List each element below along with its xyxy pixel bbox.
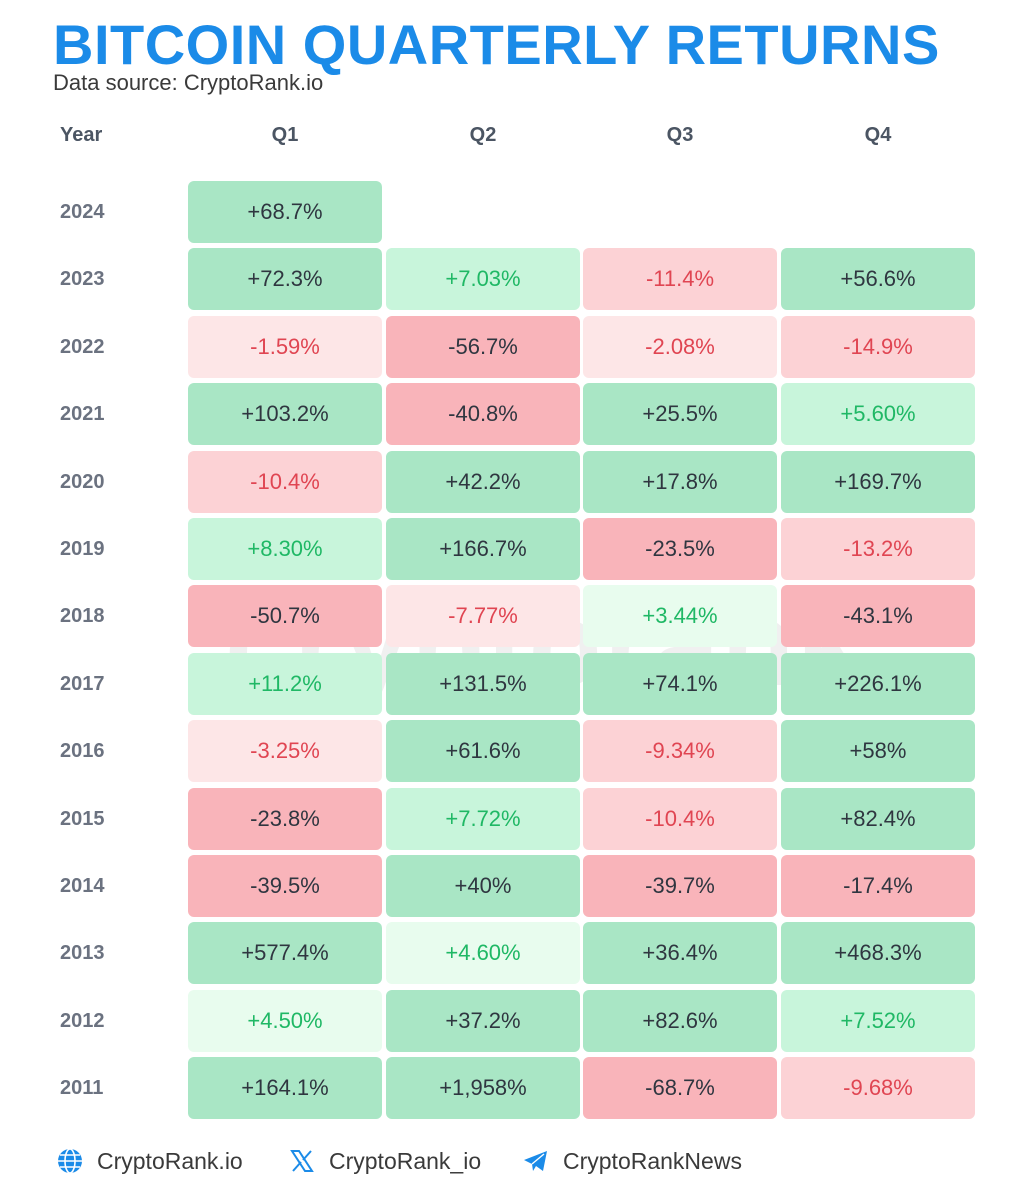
return-cell-q1: +577.4% — [188, 922, 382, 984]
year-label: 2024 — [60, 201, 105, 223]
year-label: 2023 — [60, 268, 105, 290]
year-label: 2011 — [60, 1077, 104, 1099]
return-cell-q3: +82.6% — [583, 990, 777, 1052]
return-cell-q1: +103.2% — [188, 383, 382, 445]
return-cell-q4: -17.4% — [781, 855, 975, 917]
return-cell-q3: -10.4% — [583, 788, 777, 850]
return-cell-q1: +72.3% — [188, 248, 382, 310]
footer-link-label: CryptoRankNews — [563, 1147, 742, 1174]
return-cell-q2: -56.7% — [386, 316, 580, 378]
return-cell-q1: -1.59% — [188, 316, 382, 378]
footer-link-telegram[interactable]: CryptoRankNews — [521, 1146, 742, 1176]
return-cell-q3: -39.7% — [583, 855, 777, 917]
return-cell-q2: +166.7% — [386, 518, 580, 580]
telegram-icon — [521, 1146, 551, 1176]
return-cell-q2: -7.77% — [386, 585, 580, 647]
return-cell-q4: -43.1% — [781, 585, 975, 647]
return-cell-q1: -39.5% — [188, 855, 382, 917]
return-cell-q1: +68.7% — [188, 181, 382, 243]
return-cell-q3: +74.1% — [583, 653, 777, 715]
return-cell-q3: -9.34% — [583, 720, 777, 782]
return-cell-q1: +4.50% — [188, 990, 382, 1052]
return-cell-q2: +7.03% — [386, 248, 580, 310]
column-header-q3: Q3 — [666, 124, 694, 146]
return-cell-q4: -14.9% — [781, 316, 975, 378]
column-header-q1: Q1 — [271, 124, 299, 146]
year-label: 2014 — [60, 875, 105, 897]
return-cell-q4: -13.2% — [781, 518, 975, 580]
return-cell-q2: +4.60% — [386, 922, 580, 984]
return-cell-q4: +58% — [781, 720, 975, 782]
year-label: 2018 — [60, 605, 105, 627]
return-cell-q1: +8.30% — [188, 518, 382, 580]
year-label: 2015 — [60, 808, 105, 830]
year-label: 2012 — [60, 1010, 105, 1032]
return-cell-q2: +37.2% — [386, 990, 580, 1052]
return-cell-q2: -40.8% — [386, 383, 580, 445]
return-cell-q4: +56.6% — [781, 248, 975, 310]
return-cell-q4: +226.1% — [781, 653, 975, 715]
return-cell-q1: -50.7% — [188, 585, 382, 647]
return-cell-q2: +40% — [386, 855, 580, 917]
return-cell-q4: +5.60% — [781, 383, 975, 445]
footer-link-website[interactable]: CryptoRank.io — [55, 1146, 243, 1176]
footer-link-x[interactable]: CryptoRank_io — [287, 1146, 481, 1176]
year-label: 2017 — [60, 673, 105, 695]
return-cell-q1: -3.25% — [188, 720, 382, 782]
return-cell-q3: +3.44% — [583, 585, 777, 647]
year-label: 2020 — [60, 471, 105, 493]
return-cell-q2: +7.72% — [386, 788, 580, 850]
column-header-year: Year — [60, 124, 103, 146]
return-cell-q3: +25.5% — [583, 383, 777, 445]
return-cell-q2: +131.5% — [386, 653, 580, 715]
return-cell-q3: -2.08% — [583, 316, 777, 378]
year-label: 2022 — [60, 336, 105, 358]
return-cell-q4: +82.4% — [781, 788, 975, 850]
return-cell-q4: +169.7% — [781, 451, 975, 513]
return-cell-q4: +7.52% — [781, 990, 975, 1052]
column-header-q2: Q2 — [469, 124, 497, 146]
column-header-q4: Q4 — [864, 124, 892, 146]
return-cell-q2: +61.6% — [386, 720, 580, 782]
return-cell-q3: -23.5% — [583, 518, 777, 580]
year-label: 2016 — [60, 740, 105, 762]
return-cell-q1: -23.8% — [188, 788, 382, 850]
year-label: 2021 — [60, 403, 105, 425]
return-cell-q3: +36.4% — [583, 922, 777, 984]
x-logo-icon — [287, 1146, 317, 1176]
footer-link-label: CryptoRank.io — [97, 1147, 243, 1174]
return-cell-q2: +42.2% — [386, 451, 580, 513]
return-cell-q3: -68.7% — [583, 1057, 777, 1119]
return-cell-q4: +468.3% — [781, 922, 975, 984]
return-cell-q1: +11.2% — [188, 653, 382, 715]
table-header: Year Q1 Q2 Q3 Q4 — [0, 124, 1036, 148]
return-cell-q1: -10.4% — [188, 451, 382, 513]
return-cell-q4: -9.68% — [781, 1057, 975, 1119]
page-title: BITCOIN QUARTERLY RETURNS — [53, 13, 940, 76]
globe-icon — [55, 1146, 85, 1176]
year-label: 2019 — [60, 538, 105, 560]
return-cell-q2: +1,958% — [386, 1057, 580, 1119]
return-cell-q3: -11.4% — [583, 248, 777, 310]
year-label: 2013 — [60, 942, 105, 964]
data-source-note: Data source: CryptoRank.io — [53, 70, 324, 95]
return-cell-q3: +17.8% — [583, 451, 777, 513]
footer-link-label: CryptoRank_io — [329, 1147, 482, 1174]
return-cell-q1: +164.1% — [188, 1057, 382, 1119]
footer-links: CryptoRank.io CryptoRank_io CryptoRankNe… — [55, 1146, 815, 1176]
